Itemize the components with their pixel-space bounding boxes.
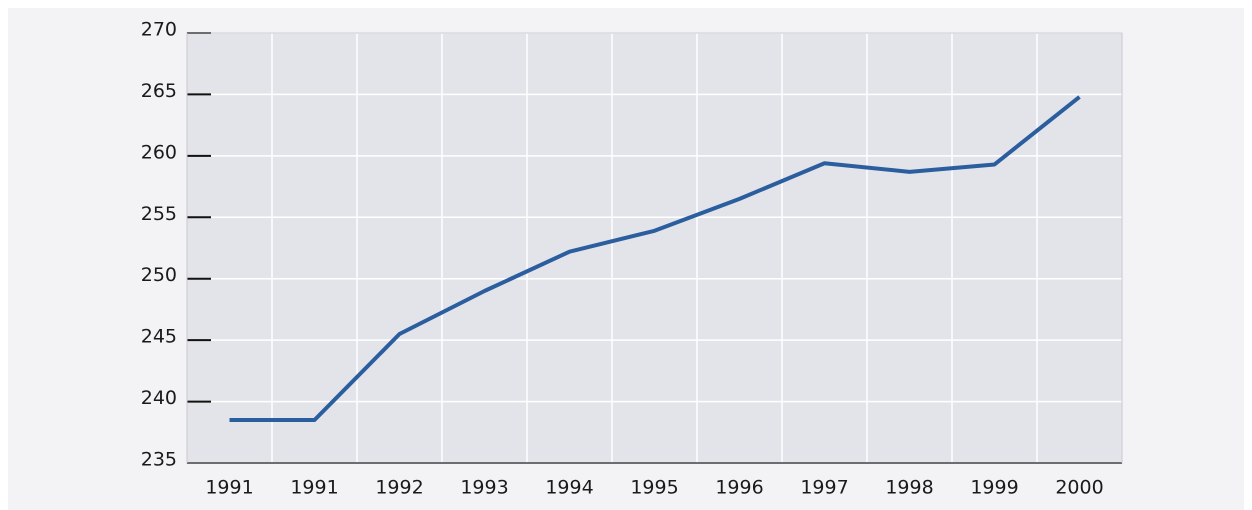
x-tick-label: 1997 (800, 477, 848, 499)
y-tick-label: 255 (141, 203, 177, 225)
x-tick-label: 1999 (970, 477, 1018, 499)
x-tick-label: 1996 (715, 477, 763, 499)
x-tick-label: 1991 (290, 477, 338, 499)
y-tick-label: 270 (141, 19, 177, 41)
plot-area (187, 33, 1122, 463)
y-tick-label: 245 (141, 326, 177, 348)
y-tick-label: 235 (141, 449, 177, 471)
y-tick-label: 240 (141, 387, 177, 409)
y-tick-label: 260 (141, 141, 177, 163)
data-line (229, 95, 1081, 422)
x-tick-label: 1991 (205, 477, 253, 499)
x-tick-label: 2000 (1055, 477, 1103, 499)
x-tick-label: 1992 (375, 477, 423, 499)
x-tick-label: 1994 (545, 477, 593, 499)
x-tick-label: 1995 (630, 477, 678, 499)
plot-border (186, 32, 1123, 464)
x-tick-label: 1993 (460, 477, 508, 499)
y-tick-label: 265 (141, 80, 177, 102)
y-tick-label: 250 (141, 264, 177, 286)
x-tick-label: 1998 (885, 477, 933, 499)
